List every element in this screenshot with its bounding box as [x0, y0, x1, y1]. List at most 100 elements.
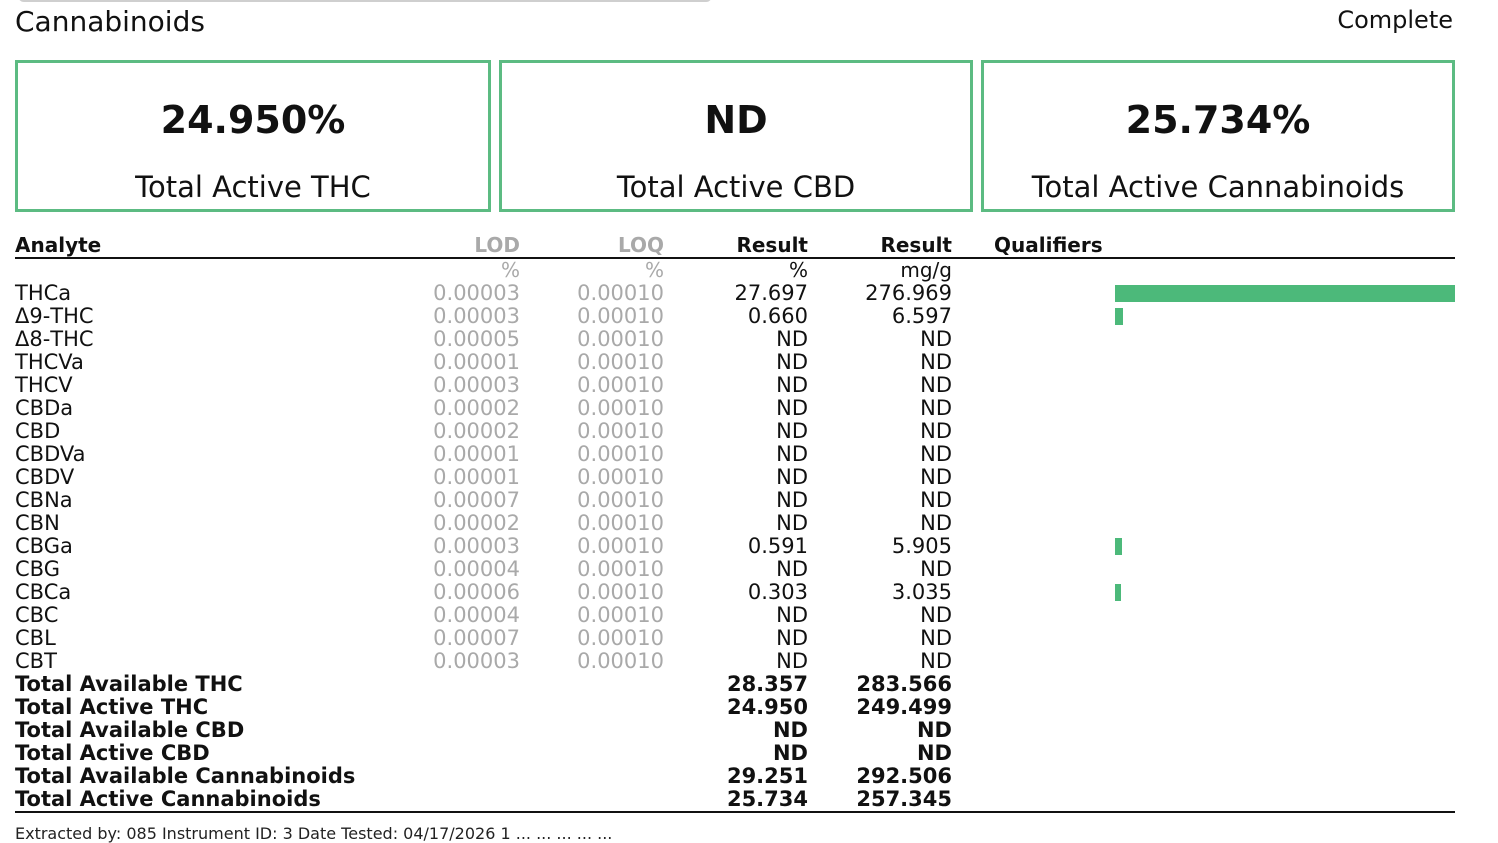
table-row: THCVa 0.00001 0.00010 ND ND [15, 351, 1455, 374]
table-row: CBDa 0.00002 0.00010 ND ND [15, 397, 1455, 420]
table-bottom-divider [15, 811, 1455, 813]
total-name: Total Active CBD [15, 741, 210, 765]
total-mg: 292.506 [856, 764, 952, 788]
total-percent: 24.950 [726, 695, 808, 719]
loq-value: 0.00010 [577, 350, 664, 374]
lod-value: 0.00003 [433, 649, 520, 673]
result-level-bar [1115, 308, 1123, 325]
result-mg: ND [920, 465, 952, 489]
table-row: Δ9-THC 0.00003 0.00010 0.660 6.597 [15, 305, 1455, 328]
total-percent: 25.734 [726, 787, 808, 811]
total-percent: 28.357 [726, 672, 808, 696]
summary-value: 24.950% [160, 98, 346, 142]
result-percent: ND [776, 327, 808, 351]
result-mg: ND [920, 557, 952, 581]
result-percent: 0.303 [747, 580, 808, 604]
result-mg: ND [920, 350, 952, 374]
analyte-name: Δ9-THC [15, 304, 94, 328]
result-percent: ND [776, 603, 808, 627]
analyte-name: CBD [15, 419, 61, 443]
result-level-bar [1115, 538, 1122, 555]
summary-card-total-active-cbd: ND Total Active CBD [499, 60, 973, 212]
total-name: Total Active Cannabinoids [15, 787, 321, 811]
result-percent: ND [776, 488, 808, 512]
result-mg: ND [920, 603, 952, 627]
table-row: CBCa 0.00006 0.00010 0.303 3.035 [15, 581, 1455, 604]
summary-card-total-active-thc: 24.950% Total Active THC [15, 60, 491, 212]
result-mg: ND [920, 419, 952, 443]
analyte-name: CBDV [15, 465, 75, 489]
result-mg: ND [920, 511, 952, 535]
result-percent: ND [776, 373, 808, 397]
total-percent: ND [772, 718, 808, 742]
result-level-bar [1115, 285, 1455, 302]
lod-value: 0.00001 [433, 465, 520, 489]
total-percent: 29.251 [726, 764, 808, 788]
result-mg: 3.035 [891, 580, 952, 604]
table-row: THCV 0.00003 0.00010 ND ND [15, 374, 1455, 397]
lod-value: 0.00005 [433, 327, 520, 351]
result-percent: ND [776, 649, 808, 673]
total-percent: ND [772, 741, 808, 765]
result-percent: ND [776, 350, 808, 374]
summary-value: 25.734% [1125, 98, 1311, 142]
header-analyte: Analyte [15, 233, 102, 257]
loq-value: 0.00010 [577, 626, 664, 650]
loq-value: 0.00010 [577, 442, 664, 466]
analyte-name: CBGa [15, 534, 73, 558]
loq-value: 0.00010 [577, 557, 664, 581]
result-percent: ND [776, 511, 808, 535]
table-row: CBN 0.00002 0.00010 ND ND [15, 512, 1455, 535]
total-name: Total Available Cannabinoids [15, 764, 356, 788]
summary-value: ND [704, 98, 768, 142]
total-mg: 283.566 [856, 672, 952, 696]
header-loq: LOQ [617, 233, 664, 257]
analyte-name: CBDVa [15, 442, 86, 466]
loq-value: 0.00010 [577, 465, 664, 489]
table-row: Δ8-THC 0.00005 0.00010 ND ND [15, 328, 1455, 351]
summary-label: Total Active THC [135, 170, 371, 204]
result-mg: ND [920, 442, 952, 466]
lod-value: 0.00002 [433, 419, 520, 443]
top-panel-edge [18, 0, 712, 2]
result-percent: ND [776, 419, 808, 443]
table-row: CBL 0.00007 0.00010 ND ND [15, 627, 1455, 650]
lod-value: 0.00001 [433, 350, 520, 374]
total-row: Total Active THC 24.950 249.499 [15, 696, 1455, 719]
lod-value: 0.00003 [433, 373, 520, 397]
header-qualifiers: Qualifiers [994, 233, 1103, 257]
total-mg: 257.345 [856, 787, 952, 811]
total-name: Total Available THC [15, 672, 243, 696]
table-row: CBNa 0.00007 0.00010 ND ND [15, 489, 1455, 512]
total-mg: 249.499 [856, 695, 952, 719]
unit-lod: % [500, 258, 520, 282]
result-mg: 5.905 [891, 534, 952, 558]
result-percent: 0.660 [747, 304, 808, 328]
total-row: Total Available Cannabinoids 29.251 292.50… [15, 765, 1455, 788]
loq-value: 0.00010 [577, 396, 664, 420]
unit-result-percent: % [788, 258, 808, 282]
analyte-name: Δ8-THC [15, 327, 94, 351]
total-name: Total Active THC [15, 695, 209, 719]
result-percent: ND [776, 626, 808, 650]
table-row: CBDVa 0.00001 0.00010 ND ND [15, 443, 1455, 466]
total-row: Total Available THC 28.357 283.566 [15, 673, 1455, 696]
summary-label: Total Active Cannabinoids [1031, 170, 1405, 204]
result-mg: ND [920, 626, 952, 650]
analyte-name: CBT [15, 649, 57, 673]
loq-value: 0.00010 [577, 419, 664, 443]
result-percent: ND [776, 465, 808, 489]
loq-value: 0.00010 [577, 327, 664, 351]
header-result-mg: Result [880, 233, 952, 257]
analyte-name: THCV [15, 373, 73, 397]
analyte-name: CBG [15, 557, 60, 581]
table-row: THCa 0.00003 0.00010 27.697 276.969 [15, 282, 1455, 305]
section-title: Cannabinoids [15, 5, 205, 38]
result-percent: ND [776, 396, 808, 420]
total-row: Total Active Cannabinoids 25.734 257.345 [15, 788, 1455, 811]
lod-value: 0.00007 [433, 626, 520, 650]
table-row: CBD 0.00002 0.00010 ND ND [15, 420, 1455, 443]
result-percent: ND [776, 557, 808, 581]
lod-value: 0.00003 [433, 534, 520, 558]
lod-value: 0.00003 [433, 281, 520, 305]
